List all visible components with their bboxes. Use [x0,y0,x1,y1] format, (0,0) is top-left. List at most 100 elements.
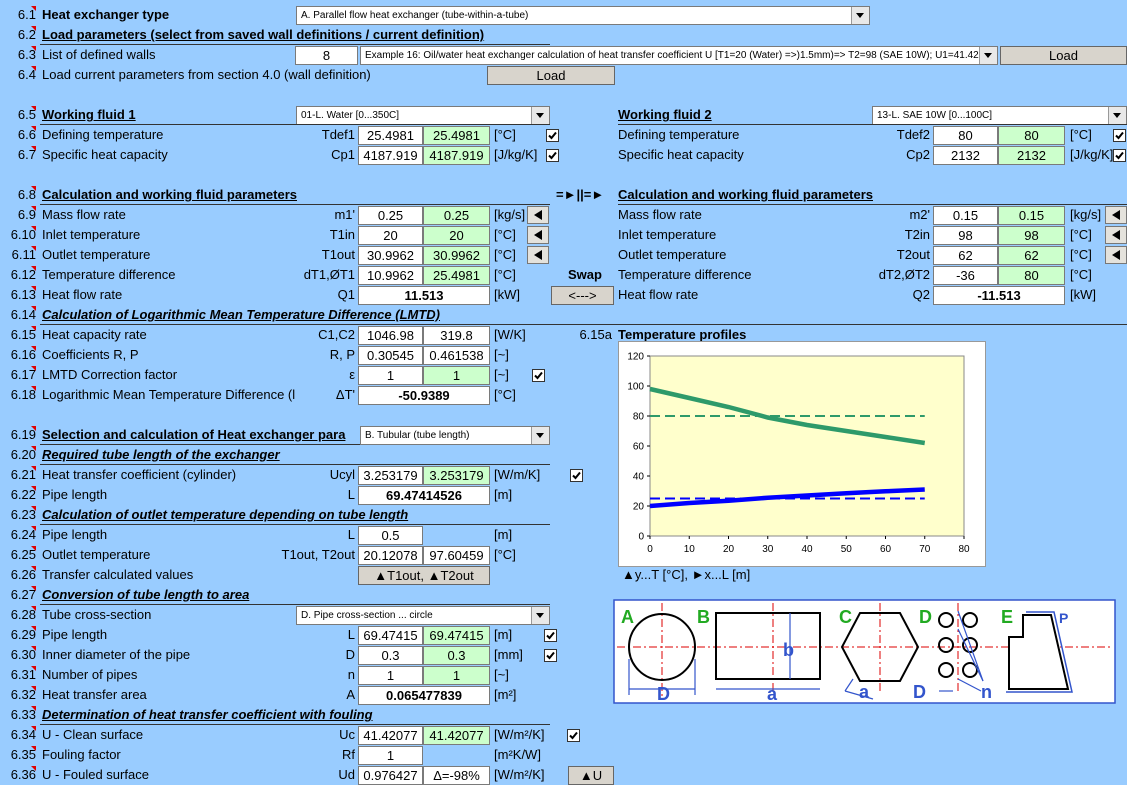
dropdown[interactable]: B. Tubular (tube length) [360,426,550,445]
row-label: Load parameters (select from saved wall … [42,27,485,42]
symbol: L [347,487,355,502]
button[interactable]: Load [487,66,615,85]
value-cell: 98 [998,226,1065,245]
dropdown[interactable]: 01-L. Water [0...350C] [296,106,550,125]
row-label: Heat transfer coefficient (cylinder) [42,467,237,482]
row-label: Mass flow rate [42,207,126,222]
checkbox[interactable] [532,369,545,382]
dropdown[interactable]: A. Parallel flow heat exchanger (tube-wi… [296,6,870,25]
dimension-letter: D [913,682,926,702]
dropdown[interactable]: Example 16: Oil/water heat exchanger cal… [360,46,998,65]
arrow-button[interactable] [527,246,549,264]
checkbox[interactable] [1113,129,1126,142]
value-cell: 2132 [998,146,1065,165]
value-cell: 0.25 [423,206,490,225]
separator [40,44,550,45]
row-number: 6.19 [0,425,36,445]
row-number: 6.31 [0,665,36,685]
value-cell: 20.12078 [358,546,423,565]
row-number: 6.21 [0,465,36,485]
checkbox[interactable] [567,729,580,742]
row-label: Working fluid 1 [42,107,136,122]
value-cell: 319.8 [423,326,490,345]
checkbox[interactable] [546,129,559,142]
dropdown-button[interactable] [1108,107,1126,124]
row-label: U - Clean surface [42,727,144,742]
y-tick-label: 0 [638,532,644,543]
row-label: Calculation of outlet temperature depend… [42,507,409,522]
separator [40,444,360,445]
value-cell: 97.60459 [423,546,490,565]
value-cell: 69.47415 [423,626,490,645]
unit: [°C] [494,247,516,262]
dropdown[interactable]: D. Pipe cross-section ... circle [296,606,550,625]
unit: [~] [494,347,509,362]
row-label: LMTD Correction factor [42,367,178,382]
symbol: ΔT' [335,387,355,402]
row-number: 6.20 [0,445,36,465]
value-cell: 0.30545 [358,346,423,365]
y-tick-label: 20 [633,502,645,513]
row-label: Required tube length of the exchanger [42,447,280,462]
dropdown-button[interactable] [979,47,997,64]
dropdown[interactable]: 13-L. SAE 10W [0...100C] [872,106,1127,125]
row-label: Fouling factor [42,747,121,762]
row-number: 6.15 [0,325,36,345]
symbol: dT1,ØT1 [303,267,355,282]
dropdown-button[interactable] [851,7,869,24]
x-tick-label: 10 [684,544,696,555]
dropdown-text: 13-L. SAE 10W [0...100C] [877,110,993,121]
arrow-button[interactable] [527,226,549,244]
symbol: Cp1 [331,147,355,162]
row-number: 6.5 [0,105,36,125]
symbol: Tdef1 [321,127,355,142]
row-number: 6.22 [0,485,36,505]
dropdown-button[interactable] [531,607,549,624]
checkbox[interactable] [570,469,583,482]
row-label: Number of pipes [42,667,138,682]
checkbox[interactable] [1113,149,1126,162]
unit: [W/m²/K] [494,727,545,742]
unit: [°C] [494,127,516,142]
symbol: Cp2 [906,147,930,162]
arrow-button[interactable] [1105,226,1127,244]
arrow-button[interactable] [527,206,549,224]
unit: [°C] [1070,267,1092,282]
x-tick-label: 80 [958,544,970,555]
row-label: Conversion of tube length to area [42,587,250,602]
result-cell: 0.065477839 [358,686,490,705]
row-number: 6.14 [0,305,36,325]
row-number: 6.12 [0,265,36,285]
symbol: L [347,627,355,642]
value-cell: Δ=-98% [423,766,490,785]
temperature-chart: 0 20 40 60 80 100 120 0 10 20 30 40 50 60 70 80 [618,341,986,567]
shape-letter: A [621,607,634,627]
unit: [~] [494,667,509,682]
symbol: Uc [339,727,355,742]
checkbox[interactable] [546,149,559,162]
button[interactable]: Load [1000,46,1127,65]
symbol: T1out [321,247,355,262]
value-cell: 0.461538 [423,346,490,365]
value-cell: 0.3 [358,646,423,665]
note: =►||=► [556,187,605,202]
dropdown-button[interactable] [531,427,549,444]
checkbox[interactable] [544,629,557,642]
button[interactable]: ▲T1out, ▲T2out [358,566,490,585]
button[interactable]: ▲U [568,766,614,785]
x-tick-label: 20 [723,544,735,555]
value-cell: 1046.98 [358,326,423,345]
symbol: Ucyl [329,467,355,482]
row-label: Inner diameter of the pipe [42,647,191,662]
arrow-button[interactable] [1105,206,1127,224]
value-cell: -36 [933,266,998,285]
dropdown-button[interactable] [531,107,549,124]
symbol: Rf [342,747,355,762]
arrow-button[interactable] [1105,246,1127,264]
checkbox[interactable] [544,649,557,662]
value-cell: 4187.919 [423,146,490,165]
dimension-letter: P [1059,610,1068,626]
button[interactable]: <---> [551,286,614,305]
y-tick-label: 100 [627,382,644,393]
row-number: 6.7 [0,145,36,165]
